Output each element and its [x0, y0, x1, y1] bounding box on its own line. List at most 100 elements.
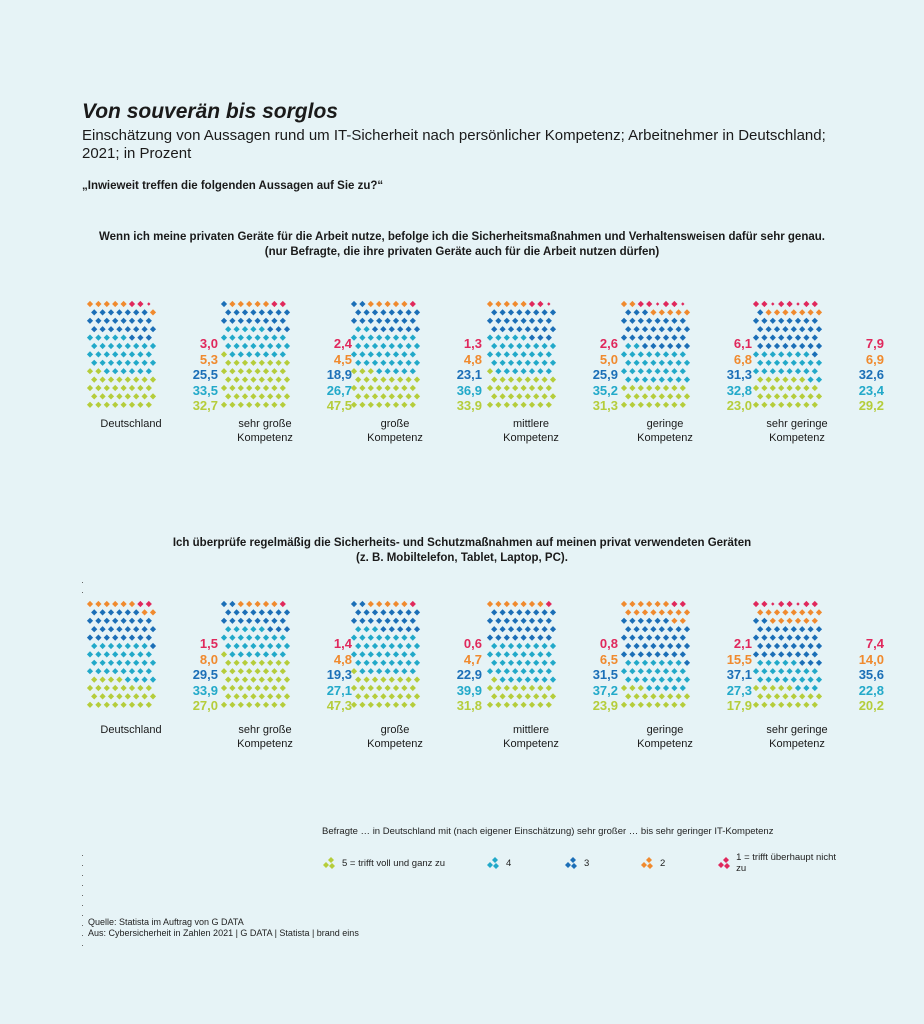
cell-level-3: [637, 651, 644, 658]
cell-level-5: [128, 701, 136, 708]
cell-level-3: [409, 317, 416, 324]
cell-level-3: [520, 634, 527, 641]
cell-level-5: [533, 393, 540, 400]
cell-level-2: [254, 600, 261, 608]
cell-level-4: [388, 359, 395, 366]
cell-level-3: [503, 317, 510, 324]
cell-level-4: [782, 676, 789, 683]
cell-level-2: [486, 600, 494, 608]
cell-level-4: [637, 351, 644, 358]
cell-level-4: [380, 342, 387, 350]
cell-level-3: [620, 334, 628, 341]
cell-level-2: [629, 300, 636, 308]
cell-level-4: [384, 368, 391, 375]
cell-level-4: [279, 351, 286, 358]
legend-diamond: [565, 862, 571, 868]
cell-level-4: [528, 651, 536, 658]
cell-level-4: [237, 334, 244, 341]
cell-level-4: [359, 351, 366, 358]
cell-level-2: [537, 600, 544, 608]
cell-level-3: [376, 617, 383, 624]
cell-level-3: [405, 326, 412, 333]
cell-level-3: [258, 609, 265, 616]
cell-level-3: [392, 617, 400, 624]
cell-level-5: [811, 401, 818, 408]
legend-diamond: [647, 863, 653, 869]
cell-level-3: [654, 617, 661, 624]
cell-level-3: [397, 326, 404, 333]
category-label: große Kompetenz: [340, 417, 450, 445]
cell-level-5: [367, 368, 374, 375]
cell-level-2: [486, 300, 494, 308]
waffle-2-6: [752, 600, 823, 708]
cell-level-3: [128, 334, 136, 341]
cell-level-5: [237, 401, 244, 408]
cell-level-5: [99, 693, 106, 700]
cell-level-4: [241, 342, 249, 350]
cell-level-4: [769, 668, 776, 675]
cell-level-4: [225, 342, 232, 350]
cell-level-3: [91, 326, 98, 333]
cell-level-2: [769, 617, 776, 624]
cell-level-5: [233, 359, 240, 366]
legend-item-level-2: 2: [640, 855, 665, 871]
cell-level-4: [401, 368, 408, 375]
cell-level-5: [683, 393, 691, 400]
value-label-level-5: 47,5: [326, 398, 352, 413]
legend-item-level-4: 4: [486, 855, 511, 871]
cell-level-5: [225, 359, 232, 366]
cell-level-2: [103, 300, 110, 308]
cell-level-5: [267, 376, 274, 383]
cell-level-5: [541, 376, 548, 383]
cell-level-4: [392, 651, 400, 658]
chart-title: Von souverän bis sorglos: [82, 100, 338, 123]
cell-level-5: [625, 393, 632, 400]
cell-level-4: [549, 342, 557, 350]
cell-level-3: [367, 317, 374, 324]
section-1-note: (nur Befragte, die ihre privaten Geräte …: [264, 246, 660, 258]
cell-level-5: [241, 393, 249, 400]
cell-level-3: [799, 659, 806, 666]
cell-level-3: [512, 617, 519, 624]
cell-level-5: [773, 393, 781, 400]
cell-level-5: [671, 701, 678, 708]
cell-level-4: [124, 642, 131, 650]
cell-level-5: [103, 701, 110, 708]
category-label-line: Kompetenz: [503, 738, 559, 750]
cell-level-3: [279, 617, 286, 624]
cell-level-2: [401, 300, 408, 308]
cell-level-4: [807, 676, 814, 683]
cell-level-4: [549, 642, 557, 650]
cell-level-4: [112, 651, 119, 658]
cell-level-4: [533, 659, 540, 666]
cell-level-3: [491, 326, 498, 333]
cell-level-3: [537, 634, 544, 641]
cell-level-3: [654, 334, 661, 341]
cell-level-5: [250, 659, 257, 666]
cell-level-5: [141, 393, 148, 400]
cell-level-4: [413, 642, 421, 650]
cell-level-3: [524, 309, 531, 316]
cell-level-4: [112, 368, 119, 375]
cell-level-2: [654, 600, 661, 608]
cell-level-3: [786, 334, 793, 341]
cell-level-3: [124, 626, 131, 633]
cell-level-2: [658, 609, 665, 616]
category-label-line: mittlere: [512, 418, 550, 430]
value-label-level-2: 4,8: [333, 651, 352, 667]
cell-level-2: [637, 600, 644, 608]
cell-level-5: [95, 401, 102, 408]
cell-level-5: [384, 401, 391, 408]
cell-level-3: [512, 317, 519, 324]
cell-level-5: [528, 701, 536, 708]
cell-level-4: [794, 368, 802, 375]
cell-level-4: [86, 668, 94, 675]
cell-level-4: [765, 659, 772, 666]
cell-level-3: [633, 626, 640, 633]
cell-level-4: [409, 351, 416, 358]
cell-level-3: [120, 634, 127, 641]
cell-level-1: [662, 300, 670, 308]
category-label-line: Kompetenz: [367, 432, 423, 444]
cell-level-4: [533, 642, 540, 650]
cell-level-3: [658, 626, 665, 633]
